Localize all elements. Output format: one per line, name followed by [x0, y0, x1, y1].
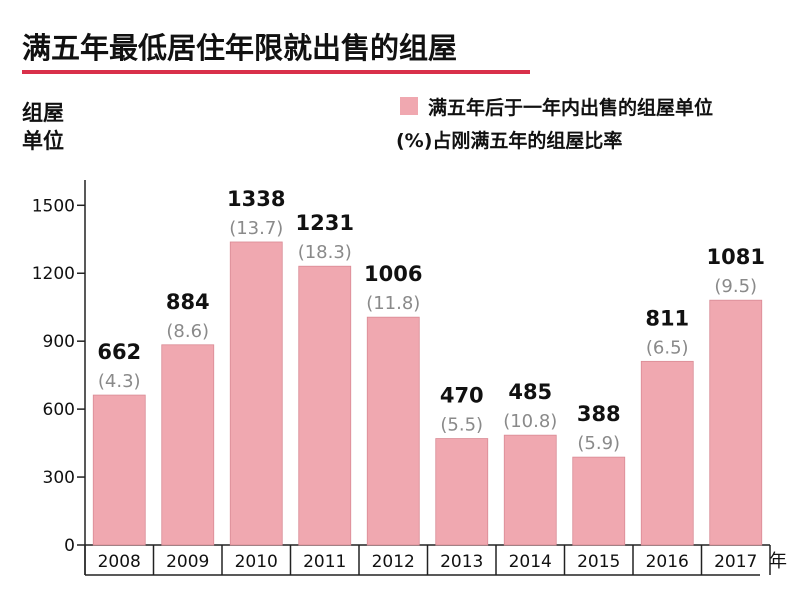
bar-percent-label: (10.8): [503, 411, 557, 432]
x-tick-label: 2008: [98, 552, 141, 572]
bar-value-label: 1231: [296, 211, 354, 235]
title-underline: [22, 70, 530, 74]
bar: [503, 434, 557, 546]
bar-value-label: 388: [577, 402, 621, 426]
x-tick-label: 2015: [577, 552, 620, 572]
bar: [572, 456, 626, 546]
bar: [709, 299, 763, 546]
bar-percent-label: (11.8): [366, 293, 420, 314]
bar-value-label: 470: [440, 384, 484, 408]
y-tick-label: 0: [64, 536, 75, 556]
bar: [161, 344, 215, 546]
bar-percent-label: (5.5): [440, 415, 483, 436]
y-axis-label-line: 单位: [22, 129, 64, 153]
bar-percent-label: (5.9): [577, 433, 620, 454]
legend-bar-swatch: [400, 97, 418, 115]
bar: [229, 241, 283, 546]
y-tick-label: 1500: [32, 196, 75, 216]
legend-pct-label: (%)占刚满五年的组屋比率: [396, 129, 622, 152]
bar-percent-label: (8.6): [166, 321, 209, 342]
y-tick-label: 600: [43, 400, 75, 420]
x-tick-label: 2012: [372, 552, 415, 572]
bar-value-label: 1081: [707, 245, 765, 269]
x-tick-label: 2010: [235, 552, 278, 572]
bar: [92, 394, 146, 546]
bar: [366, 316, 420, 546]
bar-value-label: 1006: [364, 262, 422, 286]
bar: [298, 265, 352, 546]
bar-value-label: 485: [508, 380, 552, 404]
x-tick-label: 2014: [509, 552, 552, 572]
x-tick-label: 2016: [646, 552, 689, 572]
x-tick-label: 2011: [303, 552, 346, 572]
y-tick-label: 900: [43, 332, 75, 352]
bar-value-label: 884: [166, 290, 210, 314]
bar: [640, 360, 694, 546]
y-tick-label: 1200: [32, 264, 75, 284]
bar-value-label: 811: [645, 306, 689, 330]
bar-percent-label: (4.3): [98, 371, 141, 392]
y-tick-label: 300: [43, 468, 75, 488]
x-tick-label: 2009: [166, 552, 209, 572]
x-tick-label: 2013: [440, 552, 483, 572]
bar-value-label: 662: [97, 340, 141, 364]
bar-percent-label: (9.5): [714, 276, 757, 297]
bar-percent-label: (6.5): [646, 337, 689, 358]
x-axis-label: 年: [769, 551, 787, 572]
y-axis-label-line: 组屋: [22, 101, 64, 125]
bar-value-label: 1338: [227, 187, 285, 211]
x-tick-label: 2017: [714, 552, 757, 572]
bar-percent-label: (18.3): [298, 242, 352, 263]
bar: [435, 438, 489, 546]
bar-percent-label: (13.7): [229, 218, 283, 239]
legend-bar-label: 满五年后于一年内出售的组屋单位: [428, 96, 713, 119]
chart-title: 满五年最低居住年限就出售的组屋: [22, 31, 457, 65]
